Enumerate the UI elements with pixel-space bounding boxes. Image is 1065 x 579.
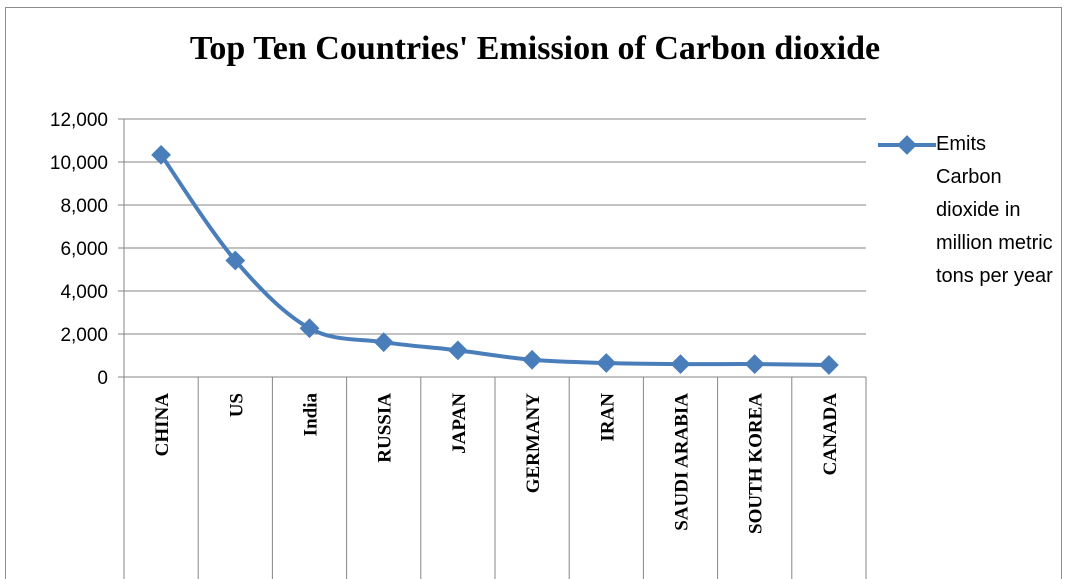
data-point-marker xyxy=(819,355,839,375)
chart-title: Top Ten Countries' Emission of Carbon di… xyxy=(189,30,881,67)
x-tick-label: US xyxy=(226,393,247,417)
data-point-marker xyxy=(522,349,542,370)
x-tick-label: JAPAN xyxy=(449,393,470,454)
data-point-marker xyxy=(225,250,246,271)
axes xyxy=(118,118,867,579)
x-tick-label: RUSSIA xyxy=(375,393,396,463)
series-line xyxy=(151,145,839,375)
y-tick-label: 4,000 xyxy=(60,282,108,303)
data-point-marker xyxy=(151,145,171,165)
data-point-marker xyxy=(596,353,617,373)
grid-lines xyxy=(124,118,866,335)
x-tick-label: India xyxy=(301,393,322,437)
y-tick-label: 2,000 xyxy=(60,325,108,346)
series-path xyxy=(159,153,829,367)
y-tick-label: 0 xyxy=(97,368,108,389)
data-point-marker xyxy=(670,354,691,374)
data-point-marker xyxy=(744,354,765,374)
x-tick-label: IRAN xyxy=(597,393,618,442)
chart-area xyxy=(5,7,1062,579)
data-point-marker xyxy=(448,340,468,361)
data-point-marker xyxy=(373,332,394,353)
legend-line-marker xyxy=(878,135,936,155)
y-tick-labels: 0 2,000 4,000 6,000 8,000 10,000 12,000 xyxy=(50,110,108,389)
x-tick-label: SOUTH KOREA xyxy=(746,393,767,534)
y-tick-label: 12,000 xyxy=(50,110,108,131)
x-tick-label: SAUDI ARABIA xyxy=(672,393,693,531)
legend-label: Emits Carbon dioxide in million metric t… xyxy=(936,133,1053,287)
y-tick-label: 6,000 xyxy=(60,239,108,260)
y-tick-label: 10,000 xyxy=(50,153,108,174)
x-tick-label: CANADA xyxy=(820,393,841,476)
x-tick-label: CHINA xyxy=(152,393,173,457)
x-tick-label: GERMANY xyxy=(523,393,544,494)
x-tick-labels: CHINA US India RUSSIA JAPAN GERMANY IRAN SAUDI … xyxy=(152,393,841,534)
data-point-marker xyxy=(299,318,320,339)
y-tick-label: 8,000 xyxy=(60,196,108,217)
